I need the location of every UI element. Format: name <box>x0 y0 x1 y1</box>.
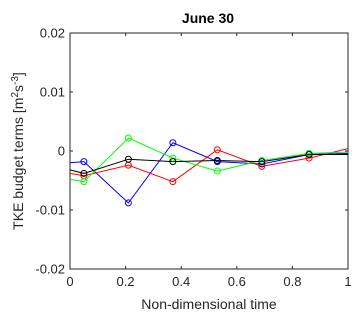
series-3-point <box>124 155 132 163</box>
series-0-point <box>169 139 177 147</box>
series-2-point <box>169 154 177 162</box>
series-1-point <box>213 146 221 154</box>
y-axis-label-mid: s <box>10 85 26 92</box>
series-1-point <box>305 154 313 162</box>
y-tick-label: 0 <box>58 144 65 159</box>
plot-area <box>69 32 349 270</box>
series-2-point <box>124 134 132 142</box>
series-2-point <box>213 167 221 175</box>
series-line-3 <box>69 154 348 174</box>
y-axis-label-sup2: -3 <box>10 76 21 85</box>
series-1-point <box>169 178 177 186</box>
x-tick-label: 0.4 <box>172 274 190 289</box>
series-2-point <box>80 178 88 186</box>
x-tick-label: 0.6 <box>228 274 246 289</box>
x-tick-label: 0.8 <box>283 274 301 289</box>
y-tick-label: -0.01 <box>35 203 65 218</box>
series-0-point <box>80 158 88 166</box>
x-tick-label: 0 <box>66 274 73 289</box>
series-0-point <box>258 160 266 168</box>
series-3-point <box>213 156 221 164</box>
series-markers <box>80 134 313 207</box>
series-line-2 <box>69 137 349 183</box>
axis-ticks: 0 0.2 0.4 0.6 0.8 1 -0.02 -0.01 0 0.01 0.02 <box>35 26 351 290</box>
y-tick-label: -0.02 <box>35 262 65 277</box>
chart-title: June 30 <box>182 10 234 26</box>
y-axis-label-end: ] <box>10 72 26 76</box>
series-lines <box>69 137 349 204</box>
series-0-point <box>124 199 132 207</box>
x-axis-label: Non-dimensional time <box>141 296 277 312</box>
y-axis-label-base: TKE budget terms [m <box>10 98 26 230</box>
series-3-point <box>305 151 313 159</box>
series-3-point <box>80 169 88 177</box>
series-3-point <box>258 158 266 166</box>
y-axis-label-sup1: 2 <box>10 92 21 98</box>
y-tick-label: 0.01 <box>40 85 65 100</box>
y-axis-label: TKE budget terms [m2s-3] <box>10 72 26 230</box>
series-3-point <box>169 158 177 166</box>
y-tick-label: 0.02 <box>40 26 65 41</box>
x-tick-label: 0.2 <box>117 274 135 289</box>
x-tick-label: 1 <box>344 274 351 289</box>
